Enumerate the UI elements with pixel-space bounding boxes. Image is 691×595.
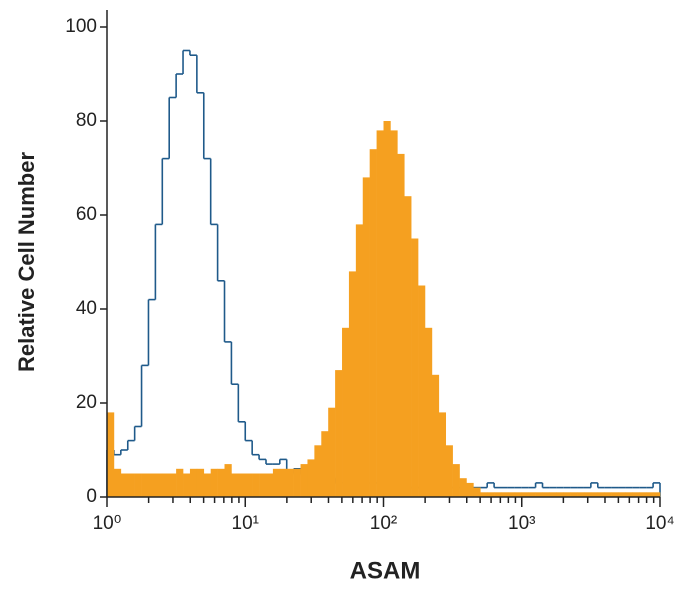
histogram-bar [362, 177, 370, 497]
x-tick-label: 10¹ [232, 513, 259, 534]
histogram-bar [639, 492, 647, 497]
histogram-bar [542, 492, 550, 497]
histogram-bar [535, 492, 543, 497]
histogram-bar [563, 492, 571, 497]
histogram-bar [369, 149, 377, 497]
histogram-bar [127, 473, 135, 497]
histogram-bar [342, 327, 350, 497]
histogram-bar [189, 468, 198, 497]
histogram-bar [466, 482, 474, 497]
histogram-bar [418, 285, 426, 497]
x-tick-label: 10³ [508, 513, 535, 534]
histogram-bar [169, 473, 177, 497]
histogram-bar [376, 130, 384, 497]
histogram-bar [107, 412, 115, 497]
histogram-bar [183, 473, 191, 497]
x-tick-label: 10⁰ [93, 513, 122, 534]
histogram-bar [528, 492, 536, 497]
histogram-bar [501, 492, 509, 497]
histogram-bar [224, 464, 232, 497]
histogram-bar [272, 468, 281, 497]
histogram-bar [348, 271, 357, 497]
x-axis-label: ASAM [350, 557, 421, 584]
histogram-bar [245, 473, 253, 497]
histogram-bar [583, 492, 592, 497]
histogram-bar [549, 492, 557, 497]
histogram-bar [646, 492, 654, 497]
histogram-bar [424, 327, 433, 497]
histogram-bar [196, 468, 205, 497]
histogram-bar [335, 370, 343, 497]
y-tick-label: 80 [76, 110, 97, 131]
histogram-bar [632, 492, 640, 497]
y-tick-label: 0 [86, 486, 97, 507]
histogram-bar [217, 468, 225, 497]
histogram-bar [314, 445, 322, 497]
y-tick-label: 100 [65, 16, 97, 37]
histogram-bar [390, 130, 398, 497]
histogram-bar [521, 492, 529, 497]
histogram-bar [120, 473, 129, 497]
histogram-bar [162, 473, 170, 497]
histogram-bar [653, 492, 661, 497]
histogram-bar [279, 468, 288, 497]
histogram-bar [355, 224, 364, 497]
histogram-bar [570, 492, 578, 497]
histogram-bar [618, 492, 626, 497]
histogram-bar [556, 492, 564, 497]
histogram-bar [328, 407, 336, 497]
y-tick-label: 40 [76, 298, 97, 319]
histogram-bar [404, 196, 412, 497]
histogram-bar [231, 473, 239, 497]
histogram-bar [438, 412, 447, 497]
histogram-bar [113, 468, 122, 497]
histogram-bar [507, 492, 516, 497]
histogram-bar [266, 473, 274, 497]
x-tick-label: 10² [370, 513, 397, 534]
histogram-bar [307, 459, 315, 497]
histogram-bar [252, 473, 260, 497]
histogram-bar [445, 445, 453, 497]
histogram-bar [577, 492, 585, 497]
histogram-bar [459, 478, 467, 497]
histogram-bar [397, 153, 405, 497]
y-tick-label: 20 [76, 392, 97, 413]
histogram-bar [155, 473, 163, 497]
histogram-bar [480, 492, 488, 497]
histogram-bar [321, 431, 329, 497]
histogram-bar [203, 473, 211, 497]
histogram-bar [514, 492, 523, 497]
histogram-bar [625, 492, 633, 497]
y-axis-label: Relative Cell Number [14, 152, 39, 373]
y-tick-label: 60 [76, 204, 97, 225]
histogram-bar [590, 492, 599, 497]
histogram-bar [293, 468, 301, 497]
histogram-bar [452, 464, 460, 497]
histogram-bar [494, 492, 502, 497]
x-tick-label: 10⁴ [645, 513, 674, 534]
histogram-bar [383, 121, 391, 497]
histogram-bar [597, 492, 605, 497]
histogram-bar [611, 492, 619, 497]
histogram-bar [411, 238, 419, 497]
histogram-bar [431, 374, 440, 497]
histogram-bar [148, 473, 156, 497]
histogram-bar [487, 492, 495, 497]
histogram-bar [259, 473, 267, 497]
histogram-bar [238, 473, 246, 497]
histogram-bar [604, 492, 612, 497]
histogram-bar [210, 468, 218, 497]
histogram-bar [300, 464, 308, 497]
histogram-bar [286, 468, 294, 497]
histogram-bar [176, 468, 184, 497]
histogram-bar [473, 487, 481, 497]
histogram-bar [134, 473, 142, 497]
histogram-bar [141, 473, 149, 497]
